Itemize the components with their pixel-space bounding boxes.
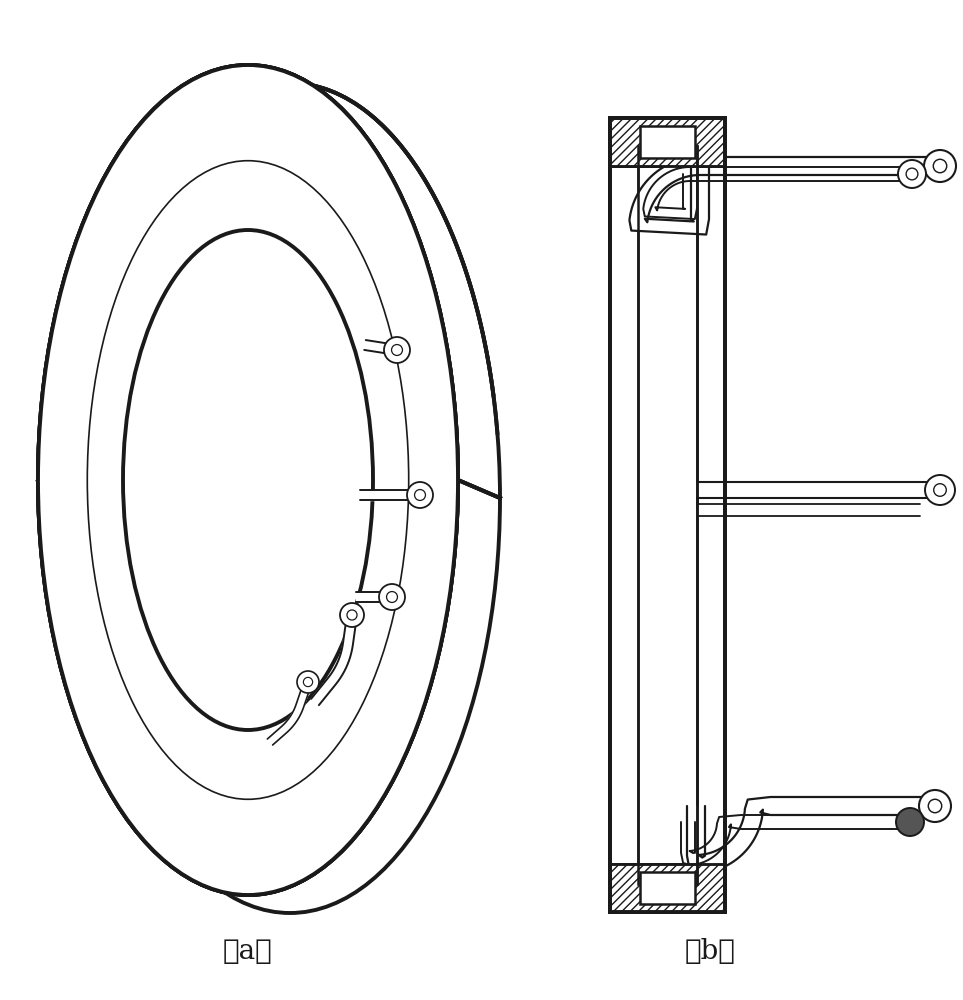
Bar	[610, 118, 725, 166]
Circle shape	[343, 595, 369, 621]
Polygon shape	[630, 157, 940, 235]
Polygon shape	[681, 815, 910, 865]
Bar	[610, 864, 725, 912]
Text: （b）: （b）	[685, 938, 736, 966]
Polygon shape	[360, 490, 420, 500]
Ellipse shape	[38, 65, 458, 895]
Text: （a）: （a）	[223, 938, 273, 966]
Circle shape	[176, 478, 200, 502]
Polygon shape	[268, 684, 309, 743]
Ellipse shape	[123, 230, 373, 730]
Polygon shape	[80, 485, 188, 495]
Circle shape	[924, 150, 956, 182]
Ellipse shape	[165, 248, 415, 748]
Circle shape	[407, 482, 433, 508]
Polygon shape	[364, 340, 398, 355]
Bar	[610, 118, 725, 166]
Polygon shape	[251, 208, 322, 241]
Circle shape	[407, 482, 433, 508]
Ellipse shape	[80, 83, 500, 913]
Circle shape	[384, 337, 410, 363]
Circle shape	[377, 575, 403, 601]
Bar	[610, 118, 725, 912]
Polygon shape	[138, 620, 218, 630]
Bar	[640, 126, 695, 158]
Ellipse shape	[38, 65, 458, 895]
Circle shape	[294, 671, 316, 693]
Circle shape	[377, 579, 403, 605]
Circle shape	[297, 671, 319, 693]
Polygon shape	[360, 490, 420, 500]
Polygon shape	[130, 347, 215, 360]
Polygon shape	[697, 504, 920, 516]
Polygon shape	[364, 340, 396, 355]
Polygon shape	[268, 681, 312, 745]
Polygon shape	[251, 208, 322, 241]
Circle shape	[176, 478, 200, 502]
Circle shape	[294, 674, 316, 696]
Bar	[640, 872, 695, 904]
Ellipse shape	[123, 230, 373, 730]
Circle shape	[203, 340, 227, 364]
Circle shape	[898, 160, 926, 188]
Polygon shape	[314, 609, 361, 708]
Circle shape	[379, 584, 405, 610]
Ellipse shape	[38, 65, 458, 895]
Polygon shape	[364, 340, 398, 355]
Ellipse shape	[123, 230, 373, 730]
Bar	[640, 872, 695, 904]
Bar	[610, 864, 725, 912]
Circle shape	[206, 613, 230, 637]
Polygon shape	[341, 588, 394, 658]
Circle shape	[343, 597, 369, 623]
Circle shape	[925, 475, 955, 505]
Polygon shape	[687, 797, 935, 873]
Bar	[640, 126, 695, 158]
Polygon shape	[138, 620, 218, 630]
Circle shape	[896, 808, 924, 836]
Ellipse shape	[38, 65, 458, 895]
Circle shape	[407, 482, 433, 508]
Circle shape	[384, 337, 410, 363]
Circle shape	[206, 613, 230, 637]
Polygon shape	[311, 614, 357, 705]
Polygon shape	[643, 167, 912, 219]
Polygon shape	[346, 590, 395, 658]
Polygon shape	[316, 610, 360, 708]
Polygon shape	[217, 207, 298, 241]
Circle shape	[340, 603, 364, 627]
Polygon shape	[130, 347, 215, 360]
Circle shape	[203, 340, 227, 364]
Polygon shape	[356, 592, 392, 602]
Polygon shape	[266, 684, 309, 745]
Polygon shape	[360, 490, 418, 500]
Polygon shape	[697, 482, 940, 498]
Ellipse shape	[123, 230, 373, 730]
Polygon shape	[80, 485, 188, 495]
Circle shape	[919, 790, 951, 822]
Circle shape	[384, 337, 410, 363]
Polygon shape	[217, 207, 298, 241]
